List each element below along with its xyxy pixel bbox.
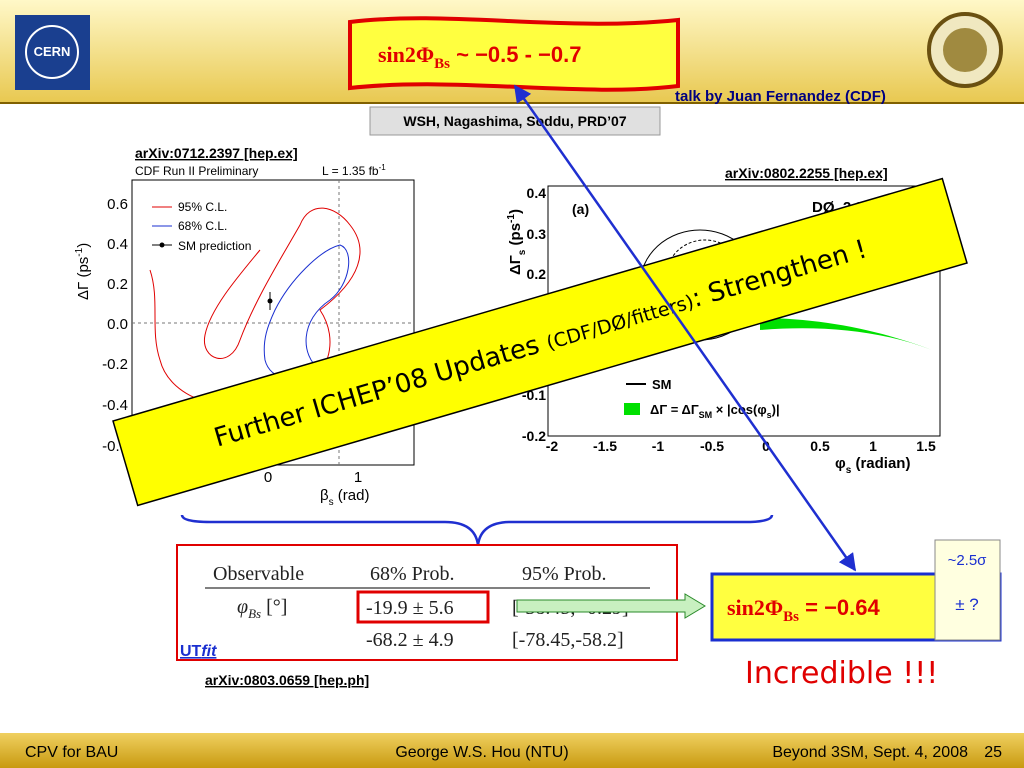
highlight-box xyxy=(356,590,490,624)
right-y-label: ΔΓs (ps-1) xyxy=(506,209,528,275)
title: sin2ΦBs ~ −0.5 - −0.7 xyxy=(378,42,581,72)
label-part: β xyxy=(320,487,329,504)
page-number: 25 xyxy=(984,744,1002,761)
tick-label: 0.3 xyxy=(527,226,547,242)
legend-marker xyxy=(159,242,165,248)
label-part: ) xyxy=(507,209,524,214)
cern-ring xyxy=(25,25,79,79)
left-y-label: ΔΓ (ps-1) xyxy=(74,243,92,300)
result-part: sin2Φ xyxy=(727,595,783,620)
td: [-78.45,-58.2] xyxy=(512,629,624,651)
footer-band xyxy=(0,733,1024,768)
tick-label: 0.5 xyxy=(810,438,830,454)
footer-center: George W.S. Hou (NTU) xyxy=(395,744,568,761)
td: φBs [°] xyxy=(237,596,287,621)
td-sub: Bs xyxy=(248,606,261,621)
tick-label: 0.2 xyxy=(107,276,128,293)
tick-label: 0 xyxy=(264,469,272,486)
contour-95 xyxy=(149,207,361,407)
tick-label: 1 xyxy=(354,469,362,486)
cern-text: CERN xyxy=(34,44,71,59)
tick-label: 1.5 xyxy=(916,438,936,454)
tick-label: -1.5 xyxy=(593,438,617,454)
left-y-ticks: 0.6 0.4 0.2 0.0 -0.2 -0.4 -0.6 xyxy=(102,196,128,455)
right-x-label: φs (radian) xyxy=(835,455,910,476)
left-source: arXiv:0712.2397 [hep.ex] xyxy=(135,145,298,161)
ntu-emblem xyxy=(943,28,987,72)
label-part: ) xyxy=(75,243,92,248)
lumi-sup: -1 xyxy=(379,163,387,172)
legend-entry: SM prediction xyxy=(178,239,251,253)
link-arrow xyxy=(513,84,857,572)
utfit-part: fit xyxy=(201,643,217,660)
footer-left: CPV for BAU xyxy=(25,744,118,761)
table-source: arXiv:0803.0659 [hep.ph] xyxy=(205,672,369,688)
contour-68 xyxy=(263,244,350,380)
legend-entry: 95% C.L. xyxy=(178,200,227,214)
legend-entry: SM xyxy=(652,377,672,392)
tick-label: -0.4 xyxy=(102,397,128,414)
lumi-main: L = 1.35 fb xyxy=(322,164,379,178)
title-sub: Bs xyxy=(434,56,450,72)
title-rest: ~ −0.5 - −0.7 xyxy=(450,42,581,67)
td: -19.9 ± 5.6 xyxy=(366,597,454,619)
label-part: ΔΓ (ps xyxy=(75,257,92,300)
th: 68% Prob. xyxy=(370,563,454,585)
legend-swatch xyxy=(624,403,640,415)
significance: ~2.5σ xyxy=(948,552,988,569)
result-part: = −0.64 xyxy=(799,595,881,620)
legend-entry: 68% C.L. xyxy=(178,219,227,233)
td: -68.2 ± 4.9 xyxy=(366,629,454,651)
th: 95% Prob. xyxy=(522,563,606,585)
label-sup: -1 xyxy=(506,214,517,223)
td-part: φ xyxy=(237,596,248,618)
brace xyxy=(180,514,774,546)
legend-sub: SM xyxy=(699,410,713,420)
label-sup: -1 xyxy=(74,247,85,256)
legend-part: ΔΓ = ΔΓ xyxy=(650,402,699,417)
td-part: [°] xyxy=(261,596,287,618)
label-part: (rad) xyxy=(334,487,370,504)
label-part: (ps xyxy=(507,223,524,250)
exclaim: Incredible !!! xyxy=(745,656,938,691)
legend-part: )| xyxy=(772,402,780,417)
reference: WSH, Nagashima, Soddu, PRD’07 xyxy=(403,113,626,129)
label-part: ΔΓ xyxy=(507,255,524,275)
left-luminosity: L = 1.35 fb-1 xyxy=(322,163,386,178)
sigma-box xyxy=(934,539,1001,641)
label-sub: s xyxy=(329,497,334,508)
talk-credit: talk by Juan Fernandez (CDF) xyxy=(675,88,886,105)
tick-label: -0.5 xyxy=(700,438,724,454)
tick-label: -0.2 xyxy=(102,356,128,373)
error: ± ? xyxy=(955,595,979,614)
tick-label: -0.2 xyxy=(522,428,546,444)
right-x-ticks: -2 -1.5 -1 -0.5 0 0.5 1 1.5 xyxy=(546,438,936,454)
right-panel: (a) xyxy=(572,201,589,217)
title-main: sin2Φ xyxy=(378,42,434,67)
th: Observable xyxy=(213,563,304,585)
tick-label: 1 xyxy=(869,438,877,454)
sm-point xyxy=(267,298,273,304)
tick-label: 0.0 xyxy=(107,316,128,333)
tick-label: -1 xyxy=(652,438,665,454)
result-formula: sin2ΦBs = −0.64 xyxy=(727,595,881,625)
tick-label: 0.4 xyxy=(107,236,128,253)
utfit-label: UTfit xyxy=(180,643,217,660)
footer-right: Beyond 3SM, Sept. 4, 2008 xyxy=(772,744,968,761)
utfit-part: UT xyxy=(180,643,202,660)
left-experiment: CDF Run II Preliminary xyxy=(135,164,258,178)
left-legend: 95% C.L. 68% C.L. SM prediction xyxy=(152,200,251,253)
label-part: φ xyxy=(835,455,846,472)
tick-label: 0.6 xyxy=(107,196,128,213)
left-x-label: βs (rad) xyxy=(320,487,369,508)
tick-label: 0.2 xyxy=(527,266,547,282)
tick-label: -2 xyxy=(546,438,559,454)
right-source: arXiv:0802.2255 [hep.ex] xyxy=(725,165,888,181)
label-part: (radian) xyxy=(851,455,910,472)
green-arrow xyxy=(516,593,706,619)
result-sub: Bs xyxy=(783,609,799,625)
tick-label: 0.4 xyxy=(527,185,547,201)
